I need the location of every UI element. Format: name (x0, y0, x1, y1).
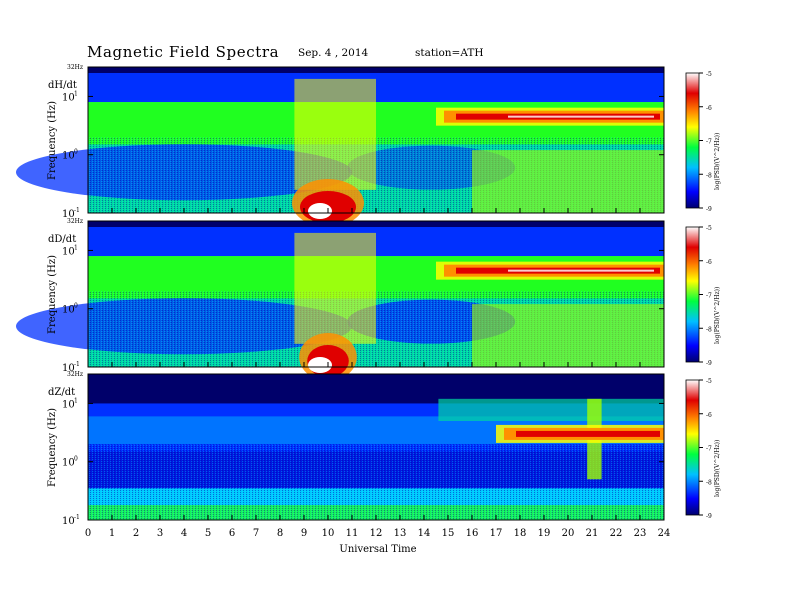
x-tick-label: 16 (466, 528, 479, 539)
colorbar-tick: -5 (706, 378, 712, 385)
x-axis-label: Universal Time (339, 544, 416, 555)
x-tick-label: 9 (301, 528, 307, 539)
y-axis-label: Frequency (Hz) (47, 255, 58, 334)
x-tick-label: 12 (370, 528, 383, 539)
colorbar-label: log(PSD/(V^2/Hz)) (714, 133, 721, 190)
panel-label-3: dZ/dt (48, 387, 75, 398)
y-tick-exponent: -1 (74, 361, 80, 368)
colorbar-tick: -8 (706, 326, 712, 333)
x-tick-label: 17 (490, 528, 503, 539)
y-axis-label: Frequency (Hz) (47, 101, 58, 180)
x-tick-label: 20 (562, 528, 575, 539)
colorbar (685, 226, 700, 363)
x-tick-label: 0 (85, 528, 91, 539)
x-tick-label: 11 (346, 528, 359, 539)
colorbar-tick: -7 (706, 139, 712, 146)
colorbar-label: log(PSD/(V^2/Hz)) (714, 440, 721, 497)
colorbar-tick: -6 (706, 105, 712, 112)
station-label: station=ATH (415, 47, 484, 59)
y-tick-exponent: 1 (74, 90, 78, 97)
chart-title: Magnetic Field Spectra (87, 43, 280, 61)
y-axis-label: Frequency (Hz) (47, 408, 58, 487)
colorbar-tick: -8 (706, 479, 712, 486)
y-tick-exponent: -1 (74, 514, 80, 521)
x-tick-label: 4 (181, 528, 187, 539)
x-tick-label: 18 (514, 528, 527, 539)
x-tick-label: 7 (253, 528, 259, 539)
y-tick-label: 10 (62, 399, 75, 410)
x-tick-label: 6 (229, 528, 235, 539)
y-tick-label: 10 (62, 151, 75, 162)
x-tick-label: 1 (109, 528, 115, 539)
colorbar-tick: -7 (706, 293, 712, 300)
colorbar-tick: -9 (706, 206, 712, 213)
top-freq-label: 32Hz (67, 218, 83, 225)
y-tick-label: 10 (62, 305, 75, 316)
x-tick-label: 24 (658, 528, 671, 539)
y-tick-label: 10 (62, 92, 75, 103)
colorbar-tick: -6 (706, 412, 712, 419)
x-tick-label: 21 (586, 528, 599, 539)
colorbar-tick: -7 (706, 446, 712, 453)
y-tick-label: 10 (62, 363, 75, 374)
x-tick-label: 8 (277, 528, 283, 539)
x-tick-label: 14 (418, 528, 431, 539)
y-tick-exponent: 0 (74, 303, 78, 310)
date-label: Sep. 4 , 2014 (298, 47, 369, 59)
colorbar-tick: -9 (706, 513, 712, 520)
x-tick-label: 3 (157, 528, 163, 539)
panel-label-2: dD/dt (48, 234, 76, 245)
y-tick-exponent: 0 (74, 456, 78, 463)
y-tick-label: 10 (62, 246, 75, 257)
y-tick-label: 10 (62, 209, 75, 220)
colorbar (685, 379, 700, 516)
y-tick-exponent: 1 (74, 397, 78, 404)
colorbar-tick: -5 (706, 225, 712, 232)
colorbar (685, 72, 700, 209)
colorbar-tick: -9 (706, 360, 712, 367)
x-tick-label: 2 (133, 528, 139, 539)
panel-label-1: dH/dt (48, 80, 77, 91)
top-freq-label: 32Hz (67, 371, 83, 378)
y-tick-exponent: 1 (74, 244, 78, 251)
x-tick-label: 10 (322, 528, 335, 539)
x-tick-label: 13 (394, 528, 407, 539)
x-tick-label: 22 (610, 528, 623, 539)
x-tick-label: 23 (634, 528, 647, 539)
top-freq-label: 32Hz (67, 64, 83, 71)
y-tick-exponent: -1 (74, 207, 80, 214)
y-tick-exponent: 0 (74, 149, 78, 156)
x-tick-label: 5 (205, 528, 211, 539)
y-tick-label: 10 (62, 516, 75, 527)
x-tick-label: 15 (442, 528, 455, 539)
x-tick-label: 19 (538, 528, 551, 539)
colorbar-tick: -8 (706, 172, 712, 179)
y-tick-label: 10 (62, 458, 75, 469)
colorbar-tick: -5 (706, 71, 712, 78)
colorbar-tick: -6 (706, 259, 712, 266)
colorbar-label: log(PSD/(V^2/Hz)) (714, 287, 721, 344)
